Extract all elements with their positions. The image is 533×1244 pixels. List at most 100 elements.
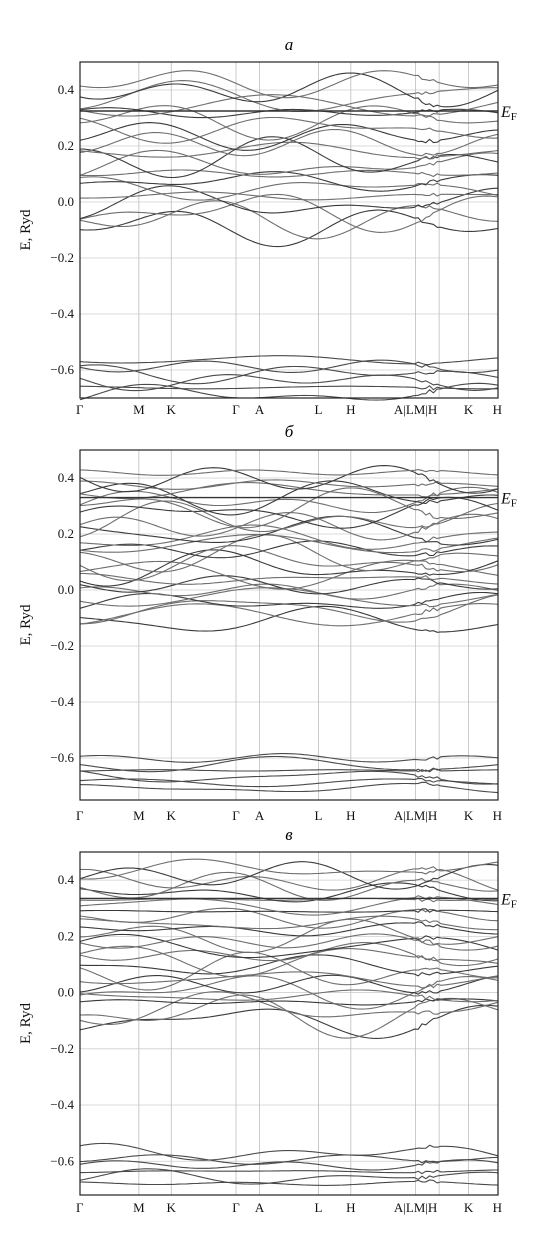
band-line (79, 549, 499, 587)
band-line (79, 465, 499, 494)
band-line (79, 540, 499, 559)
kpoint-label: K (464, 1200, 474, 1215)
y-tick-label: 0.0 (58, 985, 74, 1000)
kpoint-label: A|LM|H (394, 808, 437, 823)
band-line (79, 545, 499, 582)
band-line (79, 942, 499, 967)
fermi-label-subscript: F (511, 498, 517, 510)
band-line (79, 122, 499, 151)
y-tick-label: 0.2 (58, 928, 74, 943)
kpoint-label: M (133, 402, 145, 417)
kpoint-label: Γ (232, 402, 240, 417)
kpoint-label: H (346, 808, 355, 823)
band-line (79, 951, 498, 991)
kpoint-label: M (133, 1200, 145, 1215)
plot-frame (79, 449, 499, 801)
kpoint-label: H (493, 808, 502, 823)
band-line (79, 128, 499, 157)
band-line (79, 974, 499, 995)
fermi-label: EF (500, 104, 517, 123)
kpoint-label: A (255, 1200, 265, 1215)
band-line (79, 882, 498, 903)
y-tick-label: 0.4 (58, 82, 75, 97)
kpoint-label: L (314, 1200, 322, 1215)
y-axis-label: E, Ryd (18, 604, 34, 646)
band-line (79, 998, 499, 1006)
band-line (79, 1168, 499, 1185)
band-line (79, 107, 499, 119)
band-line (79, 500, 499, 538)
band-line (79, 524, 499, 550)
band-line (79, 1179, 499, 1186)
panel-title: в (285, 825, 293, 844)
band-line (79, 777, 499, 788)
fermi-label-main: E (500, 104, 511, 121)
band-line (79, 918, 499, 954)
kpoint-label: K (167, 402, 177, 417)
fermi-label-subscript: F (511, 898, 517, 910)
band-line (79, 933, 499, 959)
band-line (80, 954, 499, 977)
y-axis-label: E, Ryd (18, 209, 34, 251)
band-line (79, 991, 499, 1026)
kpoint-label: Γ (232, 808, 240, 823)
band-line (79, 755, 499, 773)
kpoint-label: Γ (76, 1200, 84, 1215)
band-line (79, 895, 499, 916)
band-line (79, 169, 499, 178)
y-tick-label: −0.4 (50, 1097, 74, 1112)
band-line (79, 482, 499, 500)
kpoint-label: K (464, 808, 474, 823)
plot-frame (79, 61, 499, 399)
fermi-label: EF (500, 891, 517, 910)
plot-frame (79, 851, 499, 1196)
kpoint-label: A (255, 402, 265, 417)
band-line (79, 989, 499, 1003)
y-tick-label: −0.4 (50, 306, 74, 321)
fermi-label-main: E (500, 891, 511, 908)
band-line (79, 603, 499, 627)
band-line (79, 908, 499, 913)
band-line (79, 1142, 499, 1161)
band-line (79, 496, 499, 529)
y-tick-label: −0.4 (50, 694, 74, 709)
band-line (79, 1154, 499, 1165)
band-line (79, 915, 498, 931)
band-line (79, 193, 499, 233)
band-line (79, 533, 499, 573)
fermi-label: EF (500, 491, 517, 510)
band-line (79, 861, 499, 890)
y-tick-label: −0.2 (50, 1041, 74, 1056)
kpoint-label: K (167, 808, 177, 823)
band-line (79, 975, 499, 1010)
band-line (79, 933, 499, 951)
fermi-label-main: E (500, 491, 511, 508)
fermi-label-subscript: F (511, 111, 517, 123)
band-line (79, 770, 499, 785)
kpoint-label: H (493, 1200, 502, 1215)
band-line (79, 866, 499, 891)
band-line (79, 487, 499, 529)
y-tick-label: −0.6 (50, 362, 74, 377)
kpoint-label: K (464, 402, 474, 417)
y-tick-label: 0.4 (58, 872, 75, 887)
band-line (79, 141, 499, 160)
kpoint-label: L (314, 808, 322, 823)
band-line (79, 191, 498, 201)
kpoint-label: A|LM|H (394, 1200, 437, 1215)
band-line (79, 907, 499, 929)
band-line (79, 359, 499, 374)
band-line (79, 582, 499, 600)
band-line (79, 171, 499, 192)
panel-title: б (285, 422, 294, 441)
kpoint-label: M (133, 808, 145, 823)
band-line (79, 355, 499, 366)
kpoint-label: H (493, 402, 502, 417)
band-line (79, 374, 499, 392)
y-tick-label: 0.2 (58, 526, 74, 541)
kpoint-label: H (346, 1200, 355, 1215)
band-line (79, 781, 499, 794)
band-line (79, 185, 499, 220)
